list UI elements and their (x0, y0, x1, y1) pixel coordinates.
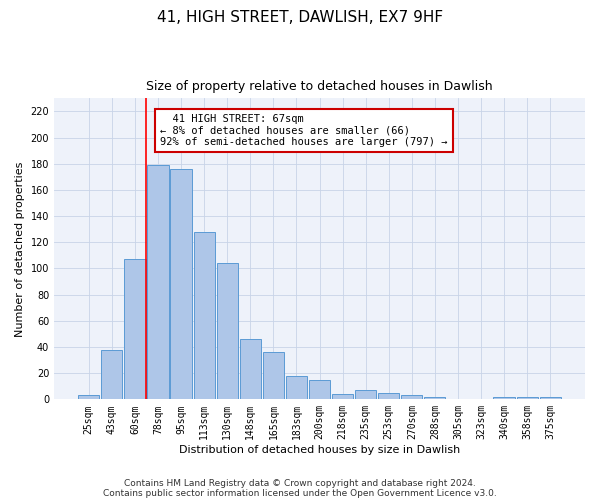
Bar (194, 232, 215, 400)
Bar (355, 390, 376, 400)
Y-axis label: Number of detached properties: Number of detached properties (15, 161, 25, 336)
Title: Size of property relative to detached houses in Dawlish: Size of property relative to detached ho… (146, 80, 493, 93)
Bar (217, 263, 238, 400)
Bar (539, 396, 561, 400)
Text: 41 HIGH STREET: 67sqm
← 8% of detached houses are smaller (66)
92% of semi-detac: 41 HIGH STREET: 67sqm ← 8% of detached h… (160, 114, 448, 147)
Bar (124, 260, 146, 400)
Bar (424, 396, 445, 400)
Bar (148, 165, 169, 400)
Text: Contains HM Land Registry data © Crown copyright and database right 2024.: Contains HM Land Registry data © Crown c… (124, 478, 476, 488)
Bar (286, 376, 307, 400)
X-axis label: Distribution of detached houses by size in Dawlish: Distribution of detached houses by size … (179, 445, 460, 455)
Bar (78, 396, 100, 400)
Bar (378, 393, 400, 400)
Bar (170, 169, 191, 400)
Bar (493, 396, 515, 400)
Text: 41, HIGH STREET, DAWLISH, EX7 9HF: 41, HIGH STREET, DAWLISH, EX7 9HF (157, 10, 443, 25)
Text: Contains public sector information licensed under the Open Government Licence v3: Contains public sector information licen… (103, 488, 497, 498)
Bar (332, 394, 353, 400)
Bar (239, 339, 261, 400)
Bar (263, 352, 284, 400)
Bar (309, 380, 330, 400)
Bar (401, 396, 422, 400)
Bar (517, 396, 538, 400)
Bar (101, 350, 122, 400)
